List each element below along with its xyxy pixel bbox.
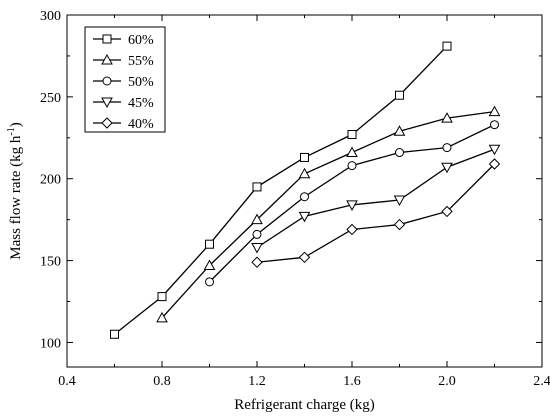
legend-label: 45%: [128, 96, 154, 111]
data-point: [298, 167, 311, 179]
series-line: [114, 45, 448, 335]
data-point: [441, 112, 453, 123]
data-point: [490, 120, 499, 130]
series-line: [161, 110, 495, 319]
data-point: [488, 144, 501, 156]
y-axis-label-main: Mass flow rate: [8, 170, 24, 259]
y-tick-label: 150: [40, 255, 61, 270]
data-point: [347, 130, 357, 140]
data-point: [442, 41, 452, 51]
legend-item: 60%: [93, 33, 154, 48]
data-point: [298, 251, 311, 264]
series-line: [256, 163, 495, 263]
x-tick-label: 1.6: [343, 374, 361, 389]
data-point: [252, 182, 262, 192]
x-tick-label: 0.8: [153, 374, 171, 389]
x-tick-label: 2.0: [438, 374, 456, 389]
data-point: [441, 162, 453, 174]
x-axis-label: Refrigerant charge (kg): [234, 397, 375, 413]
data-point: [395, 90, 404, 100]
data-point: [251, 242, 263, 254]
y-tick-label: 250: [40, 91, 61, 106]
data-point: [251, 256, 263, 268]
data-point: [346, 146, 358, 158]
series-0: [110, 41, 452, 339]
data-point: [488, 105, 501, 117]
data-point: [298, 211, 311, 223]
legend-item: 45%: [93, 96, 154, 111]
data-point: [110, 329, 119, 339]
data-point: [203, 259, 216, 270]
series-4: [251, 158, 501, 268]
series-2: [205, 120, 499, 287]
y-axis-label-unit: (kg h: [8, 135, 24, 167]
y-axis-label: Mass flow rate (kg h-1): [6, 122, 24, 260]
legend-marker: [101, 97, 113, 109]
data-point: [157, 292, 167, 302]
data-point: [395, 148, 404, 158]
y-axis-label-close: ): [8, 122, 24, 127]
data-point: [251, 213, 263, 225]
legend-label: 60%: [128, 33, 154, 48]
y-tick-label: 200: [40, 173, 61, 188]
legend-label: 50%: [128, 75, 154, 90]
data-point: [156, 311, 168, 323]
legend-marker: [102, 76, 112, 86]
x-tick-label: 2.4: [533, 374, 550, 389]
data-point: [205, 277, 214, 287]
data-point: [393, 125, 406, 136]
data-point: [393, 195, 406, 207]
legend-marker: [101, 117, 113, 129]
legend-item: 40%: [93, 117, 154, 132]
legend-item: 50%: [93, 75, 154, 90]
data-point: [300, 192, 309, 202]
y-axis-label-sup: -1: [6, 127, 17, 135]
y-tick-label: 100: [40, 336, 61, 351]
y-tick-label: 300: [40, 9, 61, 24]
data-point: [300, 152, 309, 162]
data-point: [252, 229, 262, 239]
data-point: [346, 223, 358, 236]
data-point: [346, 200, 358, 211]
data-point: [205, 239, 214, 249]
data-point: [488, 158, 501, 170]
series-1: [156, 105, 501, 323]
legend-label: 55%: [128, 54, 154, 69]
legend-marker: [101, 53, 113, 65]
series-3: [251, 144, 501, 254]
legend-marker: [102, 34, 112, 44]
data-point: [442, 143, 452, 153]
series-line: [256, 148, 495, 249]
data-point: [441, 205, 453, 218]
legend-box: [84, 26, 166, 133]
data-point: [393, 218, 406, 231]
legend-item: 55%: [93, 53, 154, 69]
axis-ticks: 0.4 0.8 1.2 1.6 2.0 2.4 100 150 200 250 300: [40, 9, 550, 389]
legend-label: 40%: [128, 117, 154, 132]
legend: 60% 55% 50% 45% 40%: [84, 26, 166, 133]
x-tick-label: 1.2: [248, 374, 266, 389]
data-point: [347, 161, 357, 171]
series-layer: [110, 41, 501, 339]
x-tick-label: 0.4: [58, 374, 76, 389]
